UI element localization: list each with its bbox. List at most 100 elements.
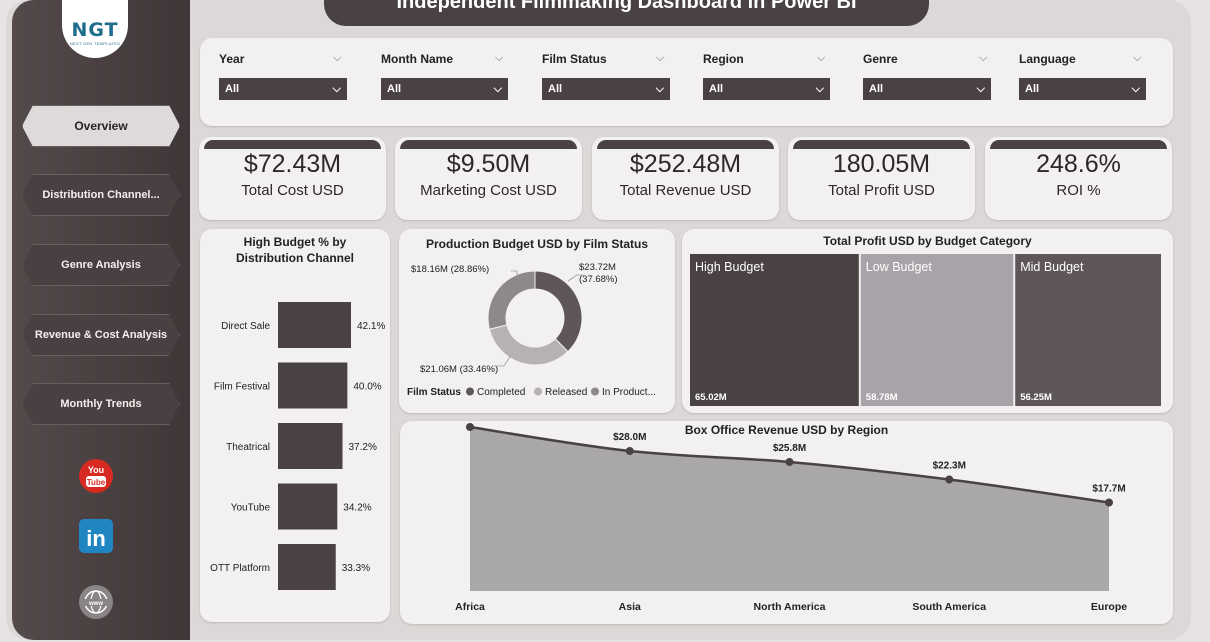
filter-value: All (387, 83, 402, 95)
nav-overview[interactable]: Overview (22, 105, 180, 147)
filter-select-year[interactable]: All ⌵ (219, 78, 347, 100)
filter-select-region[interactable]: All ⌵ (703, 78, 830, 100)
chevron-down-icon[interactable]: ⌵ (333, 52, 342, 64)
bar (278, 483, 338, 530)
donut-label-percent: (37.68%) (579, 274, 618, 285)
filter-genre: Genre ⌵ All ⌵ (863, 52, 991, 100)
logo-mark: NGT (71, 18, 119, 41)
filter-value: All (869, 83, 884, 95)
bar-value-label: 34.2% (343, 503, 371, 514)
legend-label: Completed (477, 387, 525, 398)
filter-select-film-status[interactable]: All ⌵ (542, 78, 670, 100)
bar (278, 362, 348, 409)
nav-label: Overview (74, 119, 128, 133)
chevron-down-icon[interactable]: ⌵ (656, 52, 665, 64)
chart-box-office-by-region: Box Office Revenue USD by Region $32.8MA… (400, 421, 1173, 624)
bar-category-label: Theatrical (226, 442, 270, 453)
donut-chart-svg: $23.72M(37.68%) $21.06M (33.46%) $18.16M (… (407, 262, 656, 398)
area-category-label: Africa (455, 601, 485, 613)
chart-title: High Budget % by Distribution Channel (236, 235, 354, 265)
nav-revenue-cost-analysis[interactable]: Revenue & Cost Analysis (22, 314, 180, 356)
donut-leader-line (567, 274, 584, 282)
area-category-label: South America (912, 601, 986, 613)
kpi-label: Total Cost USD (241, 182, 344, 199)
kpi-total-profit: 180.05M Total Profit USD (788, 137, 975, 220)
kpi-accent-bar (793, 140, 970, 149)
area-category-label: North America (754, 601, 826, 613)
donut-label-value: $23.72M (579, 262, 616, 273)
filter-label: Year (219, 52, 245, 66)
kpi-accent-bar (400, 140, 577, 149)
nav-label: Genre Analysis (61, 259, 141, 271)
donut-slice (487, 270, 536, 330)
bar (278, 423, 343, 469)
svg-text:You: You (88, 465, 104, 475)
chart-production-budget-by-status: Production Budget USD by Film Status $23… (399, 229, 675, 413)
chevron-down-icon[interactable]: ⌵ (817, 52, 826, 64)
kpi-value: 248.6% (1036, 150, 1121, 178)
chevron-down-icon[interactable]: ⌵ (495, 52, 504, 64)
kpi-label: Marketing Cost USD (420, 182, 557, 199)
bar-category-label: Film Festival (214, 382, 270, 393)
filter-value: All (548, 83, 563, 95)
bar-category-label: YouTube (231, 503, 271, 514)
filter-value: All (709, 83, 724, 95)
chevron-down-icon: ⌵ (1131, 82, 1140, 95)
treemap-category-label: Low Budget (866, 260, 933, 274)
chevron-down-icon: ⌵ (655, 82, 664, 95)
legend-title: Film Status (407, 387, 461, 398)
treemap-value-label: 58.78M (866, 392, 898, 403)
donut-leader-line (511, 270, 518, 279)
legend-marker (466, 387, 474, 396)
linkedin-icon[interactable]: in (78, 518, 114, 554)
treemap-category-label: Mid Budget (1020, 260, 1084, 274)
area-point (785, 458, 794, 466)
chart-title: Total Profit USD by Budget Category (823, 234, 1032, 248)
chevron-down-icon[interactable]: ⌵ (979, 52, 988, 64)
area-category-label: Asia (619, 601, 641, 613)
legend-label: In Product... (602, 387, 656, 398)
chevron-down-icon: ⌵ (815, 82, 824, 95)
chart-title: Production Budget USD by Film Status (425, 237, 648, 251)
treemap-tile (1015, 254, 1161, 406)
filter-select-language[interactable]: All ⌵ (1019, 78, 1146, 100)
donut-label: $21.06M (33.46%) (420, 364, 498, 375)
treemap-category-label: High Budget (695, 260, 764, 274)
nav-label: Revenue & Cost Analysis (34, 329, 168, 341)
treemap-tile (690, 254, 859, 406)
filter-select-month[interactable]: All ⌵ (381, 78, 508, 100)
kpi-roi: 248.6% ROI % (985, 137, 1172, 220)
filter-panel: Year ⌵ All ⌵ Month Name ⌵ All ⌵ Film Statu… (200, 38, 1173, 126)
bar-category-label: OTT Platform (210, 563, 270, 574)
chevron-down-icon: ⌵ (976, 82, 985, 95)
area-value-label: $17.7M (1092, 484, 1125, 495)
nav-distribution-channel[interactable]: Distribution Channel... (22, 174, 180, 216)
chart-title: Box Office Revenue USD by Region (684, 423, 889, 437)
chevron-down-icon: ⌵ (332, 82, 341, 95)
kpi-total-revenue: $252.48M Total Revenue USD (592, 137, 779, 220)
bar-chart-svg: Direct Sale 42.1% Film Festival 40.0% Theatr… (210, 302, 385, 590)
logo-subtitle: NEXT GEN TEMPLATES (69, 40, 121, 46)
area-fill (470, 427, 1109, 591)
kpi-label: Total Revenue USD (619, 182, 752, 199)
kpi-total-cost: $72.43M Total Cost USD (199, 137, 386, 220)
filter-label: Film Status (542, 52, 607, 66)
kpi-accent-bar (990, 140, 1167, 149)
chevron-down-icon[interactable]: ⌵ (1133, 52, 1142, 64)
area-point (945, 475, 954, 484)
bar-category-label: Direct Sale (221, 321, 270, 332)
nav-genre-analysis[interactable]: Genre Analysis (22, 244, 180, 286)
kpi-value: $252.48M (629, 150, 742, 178)
filter-label: Language (1019, 52, 1076, 66)
web-icon[interactable]: www (78, 584, 114, 620)
filter-select-genre[interactable]: All ⌵ (863, 78, 991, 100)
svg-text:in: in (86, 526, 106, 551)
kpi-value: 180.05M (832, 150, 931, 178)
treemap-tile (860, 254, 1014, 406)
area-point (625, 447, 634, 455)
filter-year: Year ⌵ All ⌵ (219, 52, 347, 100)
treemap-svg: High Budget 65.02M Low Budget 58.78M Mid Bud… (690, 254, 1161, 406)
youtube-icon[interactable]: You Tube (78, 458, 114, 494)
nav-monthly-trends[interactable]: Monthly Trends (22, 383, 180, 425)
